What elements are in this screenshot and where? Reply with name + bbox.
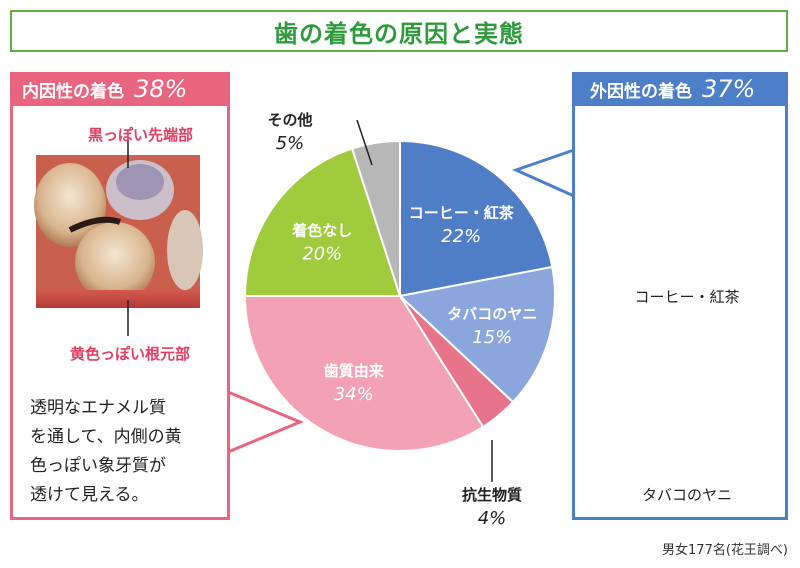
slice-percent: 15% bbox=[472, 327, 512, 348]
slice-percent: 34% bbox=[334, 384, 374, 405]
description-line: を通して、内側の黄 bbox=[30, 427, 182, 447]
extrinsic-stain-panel bbox=[572, 106, 788, 520]
title-box: 歯の着色の原因と実態 bbox=[10, 10, 788, 52]
extrinsic-stain-percent: 37% bbox=[702, 75, 756, 103]
intrinsic-teeth-photo bbox=[34, 155, 203, 308]
coffee-tea-caption: コーヒー・紅茶 bbox=[634, 288, 740, 306]
slice-label: コーヒー・紅茶 bbox=[409, 204, 515, 222]
pie-slice bbox=[243, 147, 402, 297]
source-note: 男女177名(花王調べ) bbox=[662, 543, 788, 558]
intrinsic-stain-percent: 38% bbox=[134, 75, 188, 103]
slice-label: その他 bbox=[267, 111, 312, 129]
slice-percent: 4% bbox=[478, 508, 507, 529]
description-line: 色っぽい象牙質が bbox=[30, 456, 166, 476]
pie-slice bbox=[243, 295, 485, 452]
intrinsic-stain-header: 内因性の着色 38% bbox=[10, 72, 230, 106]
slice-percent: 5% bbox=[276, 133, 305, 154]
pie-slice bbox=[397, 265, 556, 404]
pie-slice bbox=[350, 139, 401, 297]
slice-label: タバコのヤニ bbox=[447, 305, 537, 323]
description-line: 透明なエナメル質 bbox=[30, 398, 166, 418]
extrinsic-stain-label: 外因性の着色 bbox=[590, 81, 692, 102]
page-title: 歯の着色の原因と実態 bbox=[274, 19, 524, 48]
slice-percent: 20% bbox=[302, 244, 342, 265]
slice-label: 着色なし bbox=[291, 222, 352, 240]
description-line: 透けて見える。 bbox=[30, 485, 149, 505]
slice-leader-line bbox=[356, 119, 373, 166]
slice-label: 抗生物質 bbox=[462, 486, 522, 504]
intrinsic-description: 透明なエナメル質 を通して、内側の黄 色っぽい象牙質が 透けて見える。 bbox=[30, 394, 210, 510]
slice-label: 歯質由来 bbox=[324, 362, 385, 380]
extrinsic-stain-header: 外因性の着色 37% bbox=[572, 72, 788, 106]
slice-percent: 22% bbox=[441, 226, 481, 247]
yellow-root-label: 黄色っぽい根元部 bbox=[70, 345, 191, 363]
intrinsic-stain-label: 内因性の着色 bbox=[22, 81, 124, 102]
tobacco-caption: タバコのヤニ bbox=[641, 486, 732, 504]
dark-tip-label: 黒っぽい先端部 bbox=[88, 126, 194, 144]
pie-slice bbox=[399, 139, 554, 298]
